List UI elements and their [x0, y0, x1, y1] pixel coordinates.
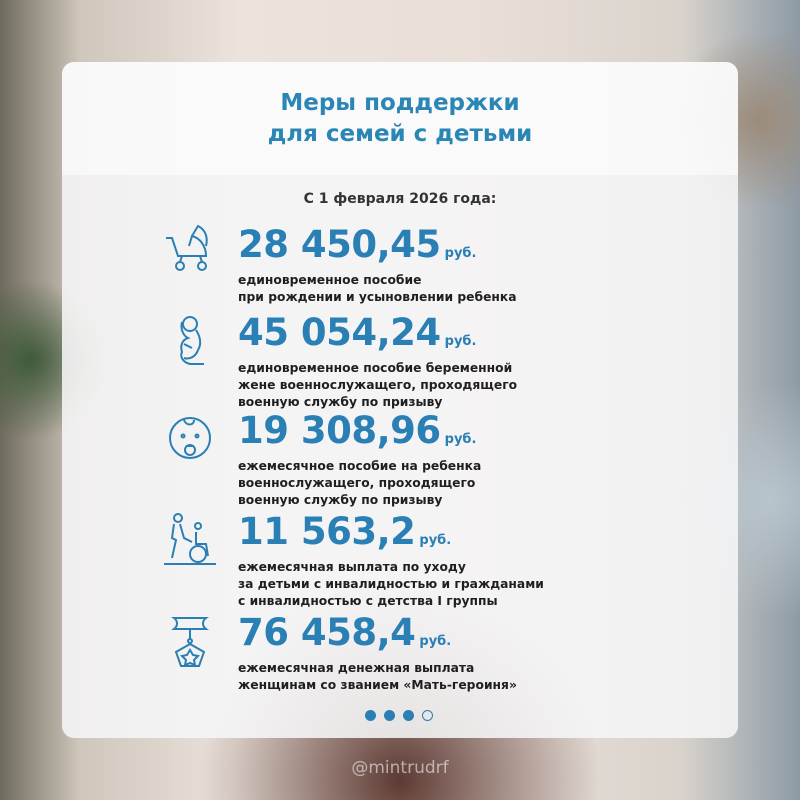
pagination-dots	[365, 710, 433, 721]
benefit-amount: 19 308,96	[238, 409, 441, 452]
benefit-item: 45 054,24 руб. единовременное пособие бер…	[238, 314, 517, 411]
desc-line: военнослужащего, проходящего	[238, 476, 476, 490]
benefit-item: 19 308,96 руб. ежемесячное пособие на реб…	[238, 412, 481, 509]
benefit-item: 11 563,2 руб. ежемесячная выплата по уход…	[238, 513, 544, 610]
currency-label: руб.	[419, 533, 452, 548]
pregnant-woman-icon	[180, 316, 204, 365]
page-dot[interactable]	[365, 710, 376, 721]
page-dot-active[interactable]	[403, 710, 414, 721]
benefit-amount: 11 563,2	[238, 510, 416, 553]
benefit-amount: 45 054,24	[238, 311, 441, 354]
card-header	[62, 62, 738, 175]
page-title: Меры поддержки для семей с детьми	[62, 88, 738, 150]
subtitle: С 1 февраля 2026 года:	[303, 191, 497, 207]
benefit-description: ежемесячная выплата по уходу за детьми с …	[238, 559, 544, 610]
benefit-description: ежемесячная денежная выплата женщинам со …	[238, 660, 517, 694]
currency-label: руб.	[444, 246, 477, 261]
watermark: @mintrudrf	[351, 758, 449, 778]
desc-line: при рождении и усыновлении ребенка	[238, 290, 517, 304]
medal-icon	[171, 617, 209, 667]
title-line: Меры поддержки	[280, 90, 520, 116]
desc-line: жене военнослужащего, проходящего	[238, 378, 518, 392]
wheelchair-caregiver-icon	[164, 513, 216, 565]
currency-label: руб.	[419, 634, 452, 649]
benefit-description: единовременное пособие беременной жене во…	[238, 360, 517, 411]
stroller-icon	[166, 224, 208, 271]
benefit-item: 28 450,45 руб. единовременное пособие при …	[238, 226, 517, 306]
desc-line: с инвалидностью с детства I группы	[238, 594, 498, 608]
desc-line: за детьми с инвалидностью и гражданами	[238, 577, 544, 591]
desc-line: единовременное пособие	[238, 273, 422, 287]
desc-line: ежемесячное пособие на ребенка	[238, 459, 482, 473]
benefit-item: 76 458,4 руб. ежемесячная денежная выплат…	[238, 614, 517, 694]
benefit-amount: 76 458,4	[238, 611, 416, 654]
currency-label: руб.	[444, 432, 477, 447]
info-card: Меры поддержки для семей с детьми С 1 фе…	[62, 62, 738, 738]
title-line: для семей с детьми	[267, 121, 533, 147]
benefit-description: единовременное пособие при рождении и усы…	[238, 272, 517, 306]
desc-line: военную службу по призыву	[238, 395, 443, 409]
benefit-amount: 28 450,45	[238, 223, 441, 266]
desc-line: военную службу по призыву	[238, 493, 443, 507]
page-dot[interactable]	[422, 710, 433, 721]
baby-face-icon	[169, 417, 211, 459]
desc-line: единовременное пособие беременной	[238, 361, 513, 375]
desc-line: ежемесячная выплата по уходу	[238, 560, 466, 574]
currency-label: руб.	[444, 334, 477, 349]
desc-line: женщинам со званием «Мать-героиня»	[238, 678, 517, 692]
benefit-description: ежемесячное пособие на ребенка военнослуж…	[238, 458, 481, 509]
page-dot[interactable]	[384, 710, 395, 721]
desc-line: ежемесячная денежная выплата	[238, 661, 475, 675]
